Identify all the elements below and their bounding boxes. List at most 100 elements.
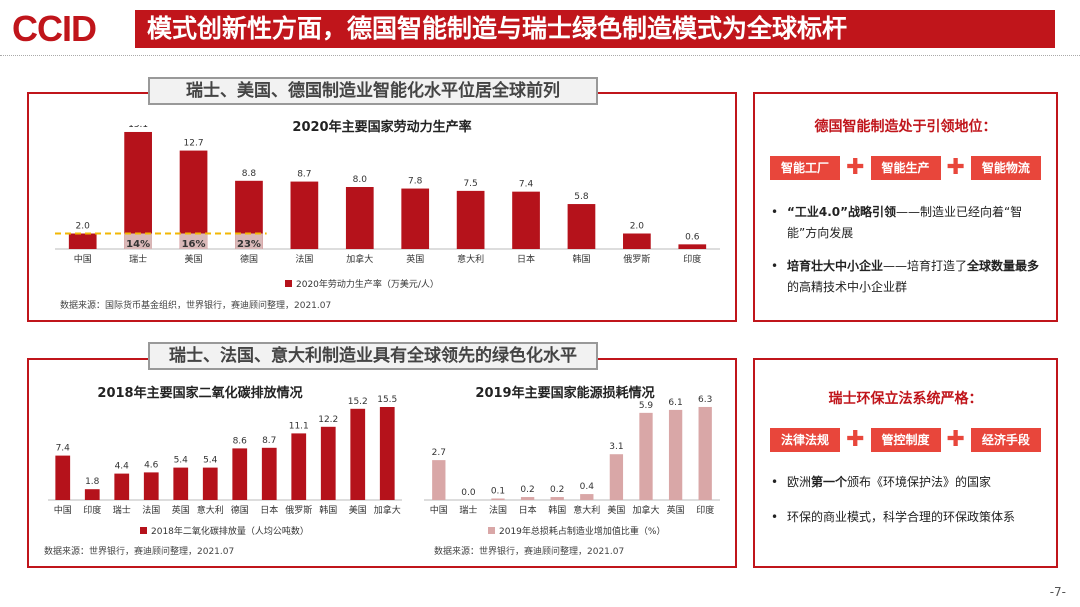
bullet-dot: • <box>771 259 779 273</box>
ratio-label: 14% <box>126 239 150 250</box>
bar <box>512 191 540 249</box>
legend-swatch <box>285 280 292 287</box>
ratio-label: 16% <box>182 239 206 250</box>
bar <box>550 497 564 500</box>
data-label: 0.1 <box>491 487 505 497</box>
data-label: 4.4 <box>115 462 130 472</box>
tick-label: 中国 <box>74 253 92 265</box>
tick-label: 美国 <box>607 504 625 516</box>
legend-label: 2019年总损耗占制造业增加值比重（%） <box>499 525 665 537</box>
bar <box>320 426 336 500</box>
bar <box>350 408 366 500</box>
bar <box>345 187 374 249</box>
bullet-bold-text: 培育壮大中小企业 <box>787 259 884 273</box>
bar <box>68 233 97 249</box>
tick-label: 美国 <box>349 504 367 516</box>
bar <box>567 204 596 249</box>
plus-icon: ✚ <box>946 155 965 180</box>
energy-chart: 2.7 中国 0.0 瑞士 0.1 法国 0.2 日本 0.2 韩国 0.4 意大利 3.1 美国 5.9 加… <box>424 395 720 537</box>
tick-label: 意大利 <box>457 253 484 265</box>
tick-label: 印度 <box>696 504 714 516</box>
tick-label: 中国 <box>430 504 448 516</box>
page-title: 模式创新性方面，德国智能制造与瑞士绿色制造模式为全球标杆 <box>135 10 1055 48</box>
germany-heading: 德国智能制造处于引领地位： <box>814 119 997 135</box>
tick-label: 加拿大 <box>346 253 373 265</box>
bullet-dot: • <box>771 205 779 219</box>
co2-chart: 7.4 中国 1.8 印度 4.4 瑞士 4.6 法国 5.4 英国 5.4 意大利 8.6 德国 8.7 日… <box>48 395 402 537</box>
bar <box>261 447 277 500</box>
bullet-text: ——培育打造了 <box>883 259 968 273</box>
data-label: 7.5 <box>463 179 477 189</box>
bullet-text: ——制造业已经向着“智能”方向发展 <box>787 205 1023 240</box>
bar <box>678 244 707 249</box>
data-label: 3.1 <box>609 442 623 452</box>
tick-label: 印度 <box>83 504 101 516</box>
productivity-chart: 2.0 中国 15.1 瑞士 12.7 美国 8.8 德国 8.7 法国 8.0 加拿大 7.8 英国 7.… <box>55 125 720 290</box>
data-label: 0.2 <box>550 485 564 495</box>
data-label: 7.8 <box>408 177 423 187</box>
bullet-env-law: • 欧洲第一个颁布《环境保护法》的国家 <box>771 472 1042 493</box>
bar <box>124 131 152 249</box>
tick-label: 英国 <box>172 504 190 516</box>
tag-laws: 法律法规 <box>770 428 841 452</box>
legend-label: 2020年劳动力生产率（万美元/人） <box>296 278 439 290</box>
data-label: 15.1 <box>128 125 148 130</box>
data-label: 5.4 <box>203 456 218 466</box>
data-label: 0.0 <box>461 488 476 498</box>
bullet-dot: • <box>771 510 779 524</box>
bar <box>609 454 624 500</box>
data-label: 0.6 <box>685 232 700 242</box>
tick-label: 美国 <box>185 253 203 265</box>
tick-label: 意大利 <box>197 504 224 516</box>
tick-label: 英国 <box>667 504 685 516</box>
data-label: 8.0 <box>353 175 368 185</box>
data-source: 数据来源：世界银行，赛迪顾问整理，2021.07 <box>44 547 235 557</box>
bar <box>290 181 319 249</box>
plus-icon: ✚ <box>846 427 865 452</box>
germany-tags: 智能工厂 ✚ 智能生产 ✚ 智能物流 <box>755 156 1056 180</box>
tick-label: 日本 <box>517 253 535 265</box>
tick-label: 韩国 <box>319 504 337 516</box>
bullet-bold-text: 第一个 <box>811 475 848 489</box>
bar <box>114 473 130 500</box>
bar <box>623 233 651 249</box>
tick-label: 瑞士 <box>459 504 477 516</box>
tick-label: 加拿大 <box>374 504 401 516</box>
tick-label: 加拿大 <box>632 504 659 516</box>
chart-title-co2: 2018年主要国家二氧化碳排放情况 <box>97 386 303 401</box>
tick-label: 瑞士 <box>113 504 131 516</box>
bullet-bold-text: 全球数量最多 <box>967 259 1040 273</box>
ratio-overlay <box>124 233 152 249</box>
tick-label: 意大利 <box>573 504 600 516</box>
section-tab-green: 瑞士、法国、意大利制造业具有全球领先的绿色化水平 <box>148 342 598 370</box>
tick-label: 俄罗斯 <box>623 253 650 265</box>
tick-label: 德国 <box>231 504 249 516</box>
legend-label: 2018年二氧化碳排放量（人均公吨数） <box>151 525 309 537</box>
tag-smart-factory: 智能工厂 <box>770 156 841 180</box>
data-label: 12.7 <box>184 139 204 149</box>
bullet-text: 的高精技术中小企业群 <box>787 280 908 294</box>
data-source: 数据来源：世界银行，赛迪顾问整理，2021.07 <box>434 547 625 557</box>
plus-icon: ✚ <box>846 155 865 180</box>
bullet-text: 颁布《环境保护法》的国家 <box>847 475 992 489</box>
ccid-logo: CCID <box>12 8 97 49</box>
data-label: 8.7 <box>297 170 311 180</box>
bar <box>291 433 307 500</box>
tick-label: 英国 <box>406 253 424 265</box>
data-label: 2.7 <box>432 448 446 458</box>
bullet-bold-text: “工业4.0”战略引领 <box>787 205 897 219</box>
tag-control-system: 管控制度 <box>870 428 941 452</box>
data-label: 6.3 <box>698 395 712 405</box>
bullet-dot: • <box>771 475 779 489</box>
tick-label: 瑞士 <box>129 253 147 265</box>
switzerland-heading: 瑞士环保立法系统严格： <box>828 391 983 407</box>
bar <box>432 460 446 500</box>
bar <box>491 498 505 500</box>
tick-label: 法国 <box>142 504 160 516</box>
chart-title-energy: 2019年主要国家能源损耗情况 <box>475 386 655 401</box>
bar <box>143 472 159 500</box>
plus-icon: ✚ <box>946 427 965 452</box>
bullet-sme: • 培育壮大中小企业——培育打造了全球数量最多的高精技术中小企业群 <box>771 256 1042 298</box>
ratio-overlay <box>179 233 208 249</box>
ratio-label: 23% <box>237 239 261 250</box>
